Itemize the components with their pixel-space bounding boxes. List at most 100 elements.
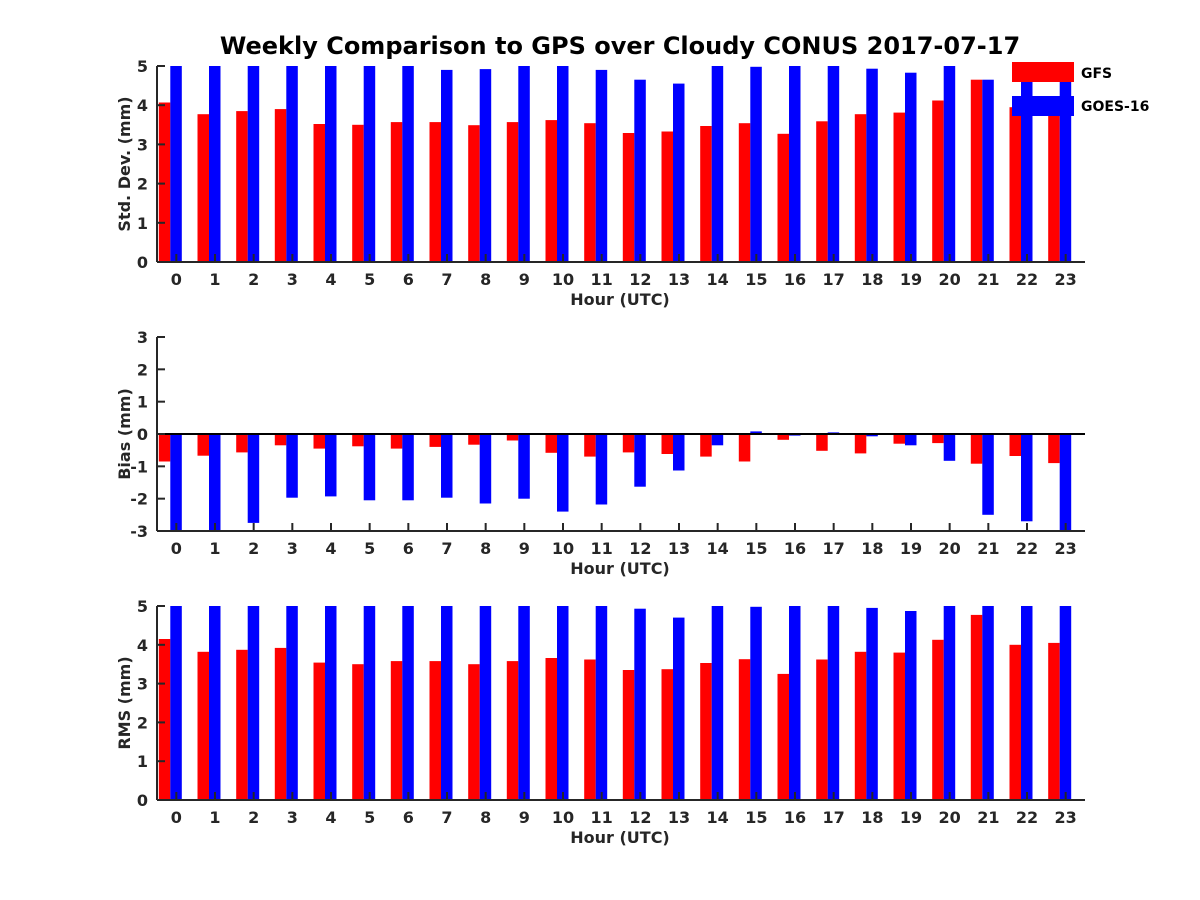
bar-bias-goes16-0 — [170, 434, 182, 531]
bar-stddev-gfs-23 — [1048, 113, 1060, 262]
x-tick-label: 16 — [784, 539, 806, 558]
x-tick-label: 6 — [403, 539, 414, 558]
bar-rms-goes16-9 — [518, 606, 530, 800]
bar-rms-goes16-17 — [827, 606, 840, 800]
x-tick-label: 8 — [480, 808, 491, 827]
bar-bias-goes16-13 — [673, 434, 685, 471]
bar-rms-gfs-13 — [661, 669, 673, 800]
y-tick-label: 3 — [137, 675, 148, 694]
bar-rms-gfs-18 — [854, 651, 867, 800]
bar-bias-gfs-12 — [622, 434, 635, 453]
x-tick-label: 16 — [784, 808, 806, 827]
bar-bias-goes16-5 — [363, 434, 376, 501]
x-tick-label: 22 — [1016, 808, 1038, 827]
x-tick-label: 21 — [977, 270, 999, 289]
x-tick-label: 15 — [745, 270, 767, 289]
bar-bias-gfs-15 — [738, 434, 751, 462]
bar-stddev-goes16-1 — [209, 66, 221, 262]
bar-stddev-gfs-2 — [236, 111, 248, 262]
bar-rms-gfs-11 — [584, 659, 596, 800]
bar-stddev-goes16-17 — [827, 66, 840, 262]
x-tick-label: 5 — [364, 270, 375, 289]
bar-stddev-goes16-8 — [479, 69, 492, 262]
bar-rms-goes16-4 — [325, 606, 337, 800]
x-tick-label: 20 — [939, 539, 961, 558]
bar-rms-gfs-0 — [158, 639, 171, 800]
y-tick-label: 5 — [137, 597, 148, 616]
y-tick-label: 5 — [137, 57, 148, 76]
y-tick-label: 2 — [137, 713, 148, 732]
x-tick-label: 6 — [403, 270, 414, 289]
x-tick-label: 18 — [861, 808, 883, 827]
bar-rms-gfs-3 — [274, 647, 287, 800]
bar-rms-goes16-14 — [711, 606, 724, 800]
x-tick-label: 19 — [900, 808, 922, 827]
bar-rms-gfs-19 — [893, 652, 905, 800]
x-tick-label: 19 — [900, 270, 922, 289]
x-tick-label: 11 — [591, 539, 613, 558]
x-tick-label: 5 — [364, 808, 375, 827]
bar-bias-gfs-23 — [1048, 434, 1060, 464]
x-tick-label: 11 — [591, 270, 613, 289]
x-tick-label: 20 — [939, 808, 961, 827]
bar-stddev-goes16-3 — [286, 66, 298, 262]
bar-bias-gfs-13 — [661, 434, 673, 454]
bar-stddev-goes16-11 — [595, 69, 608, 263]
bar-rms-gfs-8 — [468, 664, 480, 800]
bar-stddev-goes16-19 — [905, 72, 917, 262]
bar-stddev-gfs-12 — [622, 133, 635, 262]
bar-rms-gfs-21 — [970, 614, 983, 800]
x-tick-label: 23 — [1055, 808, 1077, 827]
y-tick-label: 2 — [137, 360, 148, 379]
bar-bias-goes16-7 — [441, 434, 453, 498]
x-tick-label: 4 — [325, 808, 336, 827]
bar-rms-gfs-10 — [545, 658, 557, 800]
x-axis-label: Hour (UTC) — [570, 290, 670, 309]
x-tick-label: 21 — [977, 539, 999, 558]
x-tick-label: 15 — [745, 539, 767, 558]
bar-rms-gfs-2 — [236, 649, 248, 800]
bar-stddev-goes16-23 — [1059, 81, 1072, 262]
y-tick-label: 1 — [137, 752, 148, 771]
x-tick-label: 19 — [900, 539, 922, 558]
bar-rms-goes16-22 — [1021, 606, 1033, 800]
x-tick-label: 10 — [552, 270, 574, 289]
bar-rms-gfs-23 — [1048, 642, 1060, 800]
bar-stddev-gfs-17 — [816, 121, 828, 262]
bar-bias-goes16-4 — [325, 434, 337, 497]
bar-rms-goes16-8 — [479, 606, 492, 800]
x-tick-label: 11 — [591, 808, 613, 827]
bar-rms-goes16-1 — [209, 606, 221, 800]
bar-stddev-gfs-19 — [893, 112, 905, 262]
bar-bias-goes16-23 — [1059, 434, 1072, 531]
x-tick-label: 13 — [668, 808, 690, 827]
x-tick-label: 18 — [861, 270, 883, 289]
bar-rms-goes16-10 — [557, 606, 569, 800]
y-tick-label: 0 — [137, 791, 148, 810]
bar-stddev-goes16-16 — [789, 66, 801, 262]
x-tick-label: 18 — [861, 539, 883, 558]
y-tick-label: -2 — [130, 490, 148, 509]
bar-stddev-gfs-18 — [854, 114, 867, 262]
y-tick-label: 3 — [137, 135, 148, 154]
bar-bias-gfs-3 — [274, 434, 287, 446]
x-tick-label: 3 — [287, 270, 298, 289]
bar-rms-gfs-1 — [197, 651, 209, 800]
bar-bias-gfs-9 — [506, 434, 519, 441]
y-tick-label: 4 — [137, 636, 148, 655]
bar-bias-gfs-0 — [158, 434, 171, 462]
bar-stddev-gfs-13 — [661, 131, 673, 262]
y-tick-label: 1 — [137, 214, 148, 233]
bar-bias-gfs-22 — [1009, 434, 1021, 456]
x-tick-label: 0 — [171, 270, 182, 289]
y-tick-label: 1 — [137, 393, 148, 412]
x-tick-label: 20 — [939, 270, 961, 289]
bar-stddev-goes16-15 — [750, 66, 762, 262]
bar-stddev-goes16-18 — [866, 68, 878, 262]
x-tick-label: 23 — [1055, 539, 1077, 558]
bar-bias-gfs-7 — [429, 434, 441, 447]
bar-stddev-goes16-2 — [247, 66, 260, 262]
bar-stddev-gfs-8 — [468, 125, 480, 262]
